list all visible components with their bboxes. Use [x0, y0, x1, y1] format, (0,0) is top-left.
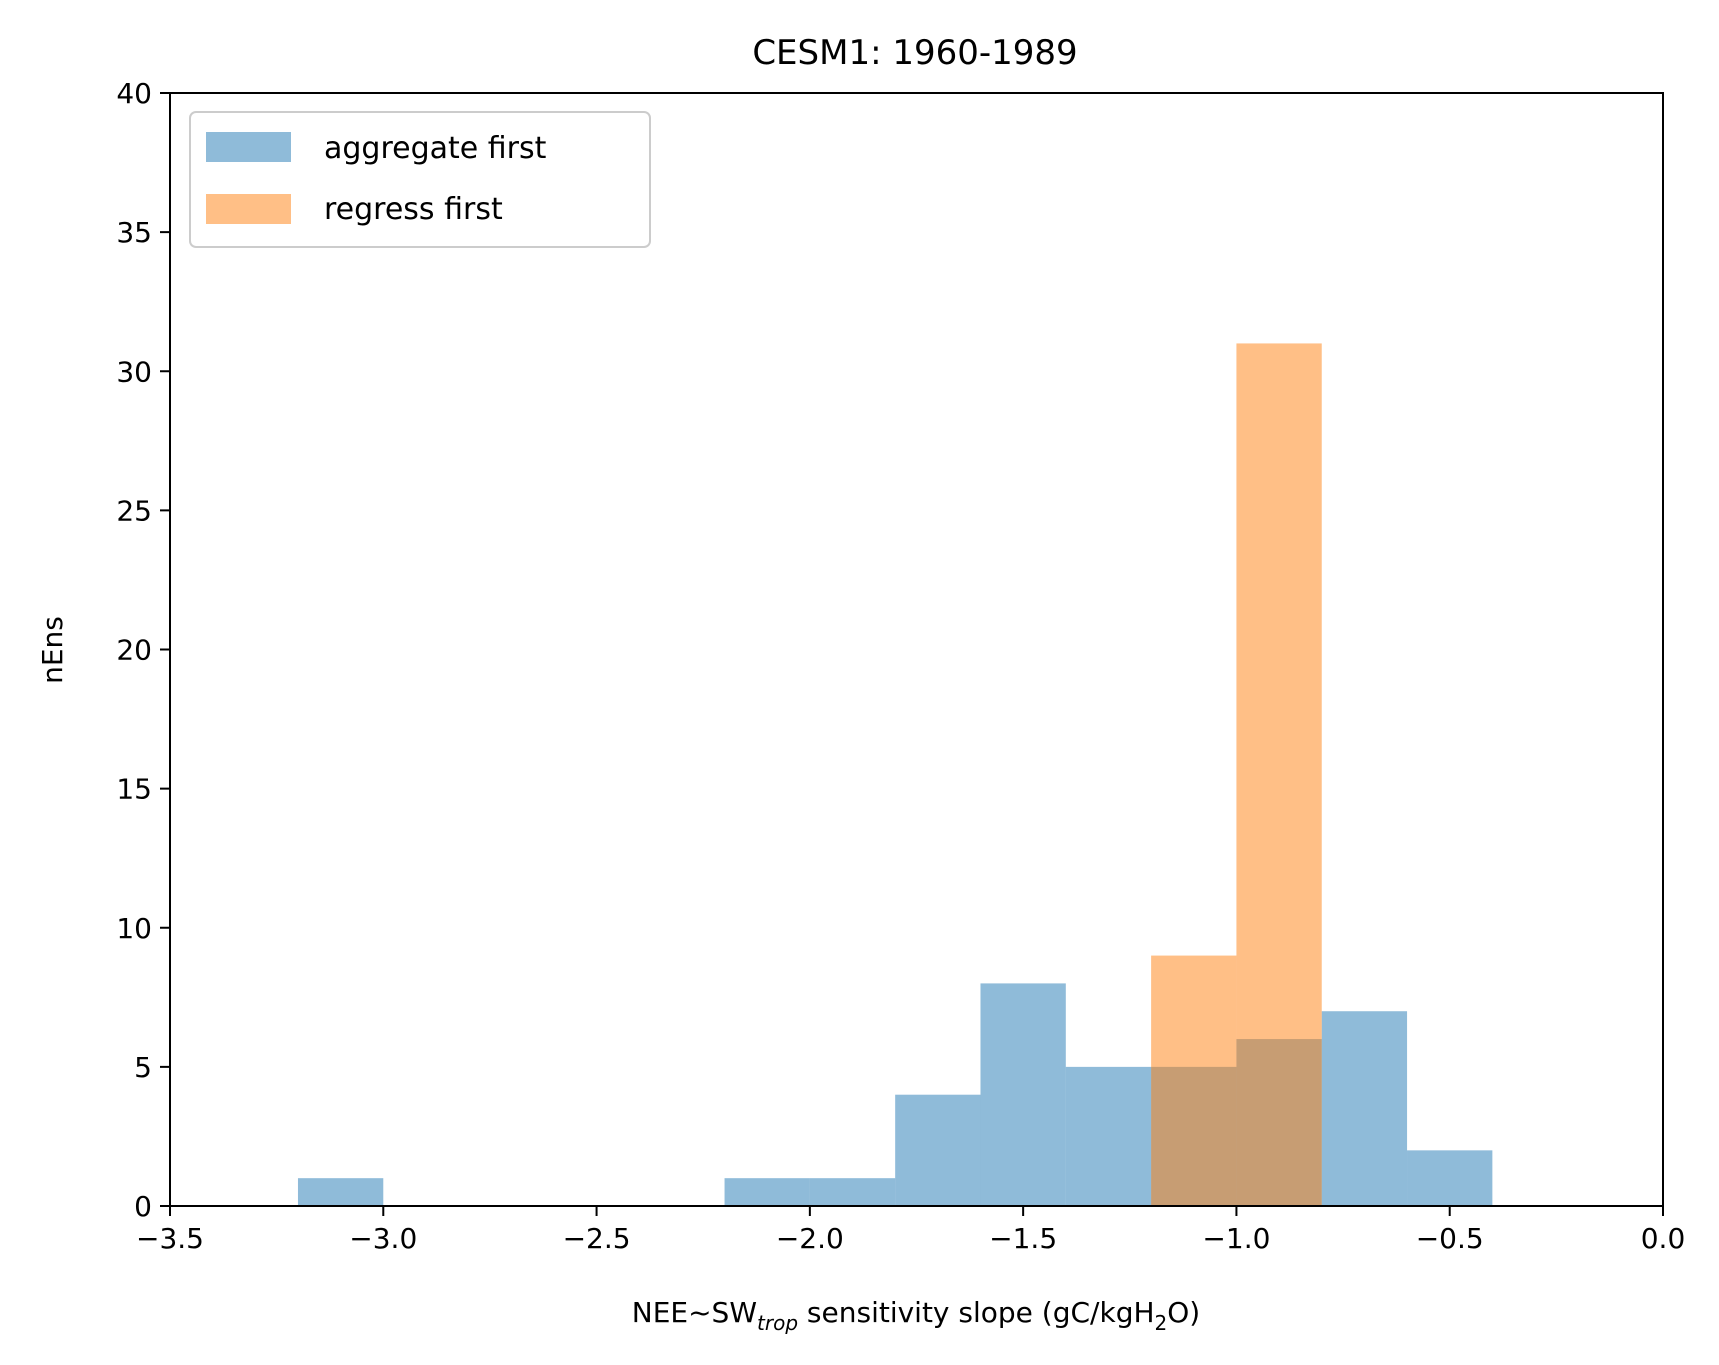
legend-frame: [189, 111, 651, 248]
y-tick-label: 25: [116, 494, 152, 527]
y-axis-ticks: 0 5 10 15 20 25 30 35 40: [116, 77, 170, 1223]
x-axis-title: NEE~SWtrop sensitivity slope (gC/kgH2O): [632, 1296, 1200, 1335]
x-axis-title-subscript-2: 2: [1155, 1311, 1168, 1335]
legend-label-regress-first: regress first: [324, 192, 503, 227]
y-axis-title: nEns: [36, 616, 69, 684]
chart-title: CESM1: 1960-1989: [752, 33, 1077, 73]
legend-label-aggregate-first: aggregate first: [324, 131, 547, 166]
x-axis-title-suffix: O): [1167, 1296, 1200, 1329]
y-tick-label: 35: [116, 216, 152, 249]
x-tick-label: −2.5: [563, 1222, 631, 1255]
x-tick-label: −0.5: [1416, 1222, 1484, 1255]
x-tick-label: −3.0: [349, 1222, 417, 1255]
legend-swatch-regress-first: [206, 194, 291, 224]
legend: aggregate first regress first: [189, 111, 651, 248]
y-tick-label: 20: [116, 634, 152, 667]
bar-aggregate-first-9: [1407, 1150, 1493, 1206]
bars-layer: [297, 343, 1493, 1206]
bar-aggregate-first-4: [980, 983, 1066, 1206]
bar-aggregate-first-1: [724, 1178, 810, 1206]
x-tick-label: −1.5: [989, 1222, 1057, 1255]
y-tick-label: 10: [116, 912, 152, 945]
x-tick-label: −1.0: [1202, 1222, 1270, 1255]
x-axis-title-middle: sensitivity slope (gC/kgH: [798, 1296, 1155, 1329]
x-tick-label: 0.0: [1641, 1222, 1686, 1255]
y-tick-label: 0: [134, 1190, 152, 1223]
legend-swatch-aggregate-first: [206, 132, 291, 162]
bar-aggregate-first-3: [895, 1094, 981, 1206]
y-tick-label: 5: [134, 1051, 152, 1084]
bar-aggregate-first-5: [1065, 1066, 1152, 1206]
bar-aggregate-first-8: [1321, 1011, 1408, 1206]
x-axis-title-prefix: NEE~SW: [632, 1296, 757, 1329]
y-tick-label: 30: [116, 355, 152, 388]
y-tick-label: 40: [116, 77, 152, 110]
x-tick-label: −3.5: [136, 1222, 204, 1255]
bar-regress-first-0: [1151, 955, 1237, 1206]
bar-aggregate-first-2: [809, 1178, 896, 1206]
x-tick-label: −2.0: [776, 1222, 844, 1255]
x-axis-ticks: −3.5 −3.0 −2.5 −2.0 −1.5 −1.0 −0.5 0.0: [136, 1206, 1685, 1255]
x-axis-title-subscript: trop: [757, 1311, 798, 1335]
y-tick-label: 15: [116, 773, 152, 806]
bar-regress-first-1: [1236, 343, 1322, 1206]
bar-aggregate-first-0: [297, 1178, 384, 1206]
